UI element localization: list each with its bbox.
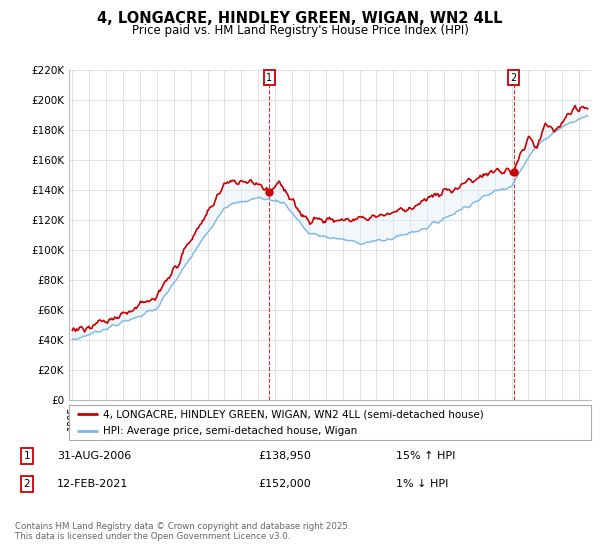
Text: 15% ↑ HPI: 15% ↑ HPI xyxy=(396,451,455,461)
Text: HPI: Average price, semi-detached house, Wigan: HPI: Average price, semi-detached house,… xyxy=(103,426,357,436)
Text: 31-AUG-2006: 31-AUG-2006 xyxy=(57,451,131,461)
Text: 1: 1 xyxy=(266,72,272,82)
Text: Price paid vs. HM Land Registry's House Price Index (HPI): Price paid vs. HM Land Registry's House … xyxy=(131,24,469,36)
Text: 4, LONGACRE, HINDLEY GREEN, WIGAN, WN2 4LL (semi-detached house): 4, LONGACRE, HINDLEY GREEN, WIGAN, WN2 4… xyxy=(103,409,484,419)
Text: £152,000: £152,000 xyxy=(258,479,311,489)
Text: Contains HM Land Registry data © Crown copyright and database right 2025.
This d: Contains HM Land Registry data © Crown c… xyxy=(15,522,350,542)
Text: 1% ↓ HPI: 1% ↓ HPI xyxy=(396,479,448,489)
Text: 2: 2 xyxy=(511,72,517,82)
Text: 4, LONGACRE, HINDLEY GREEN, WIGAN, WN2 4LL: 4, LONGACRE, HINDLEY GREEN, WIGAN, WN2 4… xyxy=(97,11,503,26)
Text: 1: 1 xyxy=(23,451,31,461)
Text: 12-FEB-2021: 12-FEB-2021 xyxy=(57,479,128,489)
Text: £138,950: £138,950 xyxy=(258,451,311,461)
Text: 2: 2 xyxy=(23,479,31,489)
